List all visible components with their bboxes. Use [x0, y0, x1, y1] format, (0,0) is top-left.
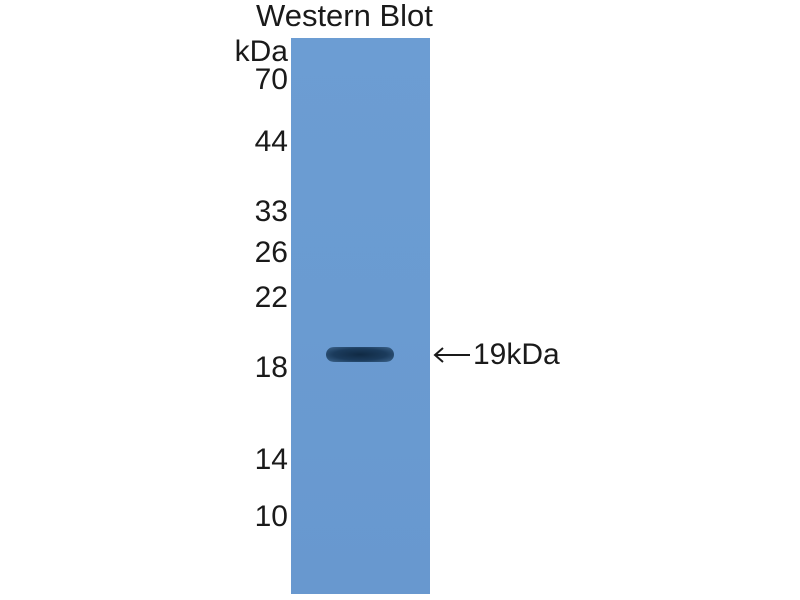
band-size-label: 19kDa	[473, 338, 560, 371]
marker-33: 33	[254, 195, 288, 228]
marker-26: 26	[254, 236, 288, 269]
unit-label: kDa	[234, 35, 288, 68]
marker-18: 18	[254, 351, 288, 384]
blot-lane	[291, 38, 430, 594]
marker-22: 22	[254, 281, 288, 314]
marker-70: 70	[254, 63, 288, 96]
figure-title: Western Blot	[256, 0, 433, 33]
protein-band	[326, 347, 394, 362]
marker-44: 44	[254, 125, 288, 158]
band-annotation: 19kDa	[433, 340, 560, 370]
marker-10: 10	[254, 500, 288, 533]
marker-14: 14	[254, 443, 288, 476]
left-arrow-icon	[433, 347, 470, 363]
